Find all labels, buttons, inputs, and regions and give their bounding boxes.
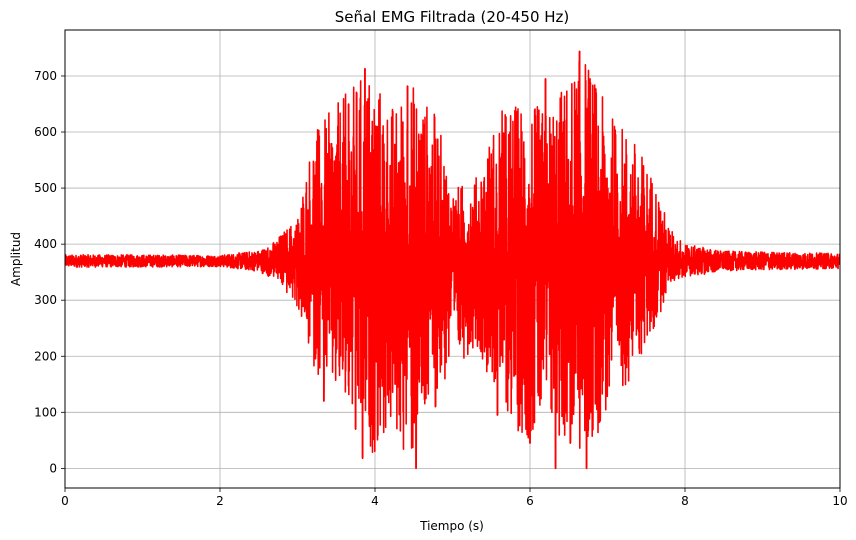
x-tick-label: 2: [216, 494, 224, 508]
plot-area: [65, 50, 840, 470]
x-axis-ticks: 0 2 4 6 8 10: [61, 488, 848, 508]
y-tick-label: 100: [34, 405, 57, 419]
y-tick-label: 700: [34, 69, 57, 83]
x-tick-label: 10: [832, 494, 847, 508]
x-tick-label: 4: [371, 494, 379, 508]
chart-title: Señal EMG Filtrada (20-450 Hz): [335, 8, 570, 26]
plot-frame: [64, 29, 841, 489]
y-tick-label: 0: [49, 461, 57, 475]
y-tick-label: 300: [34, 293, 57, 307]
y-axis-label: Amplitud: [9, 232, 23, 286]
y-tick-label: 600: [34, 125, 57, 139]
x-axis-label: Tiempo (s): [419, 519, 484, 533]
signal-series: [65, 50, 840, 470]
y-tick-label: 500: [34, 181, 57, 195]
y-tick-label: 400: [34, 237, 57, 251]
x-tick-label: 0: [61, 494, 69, 508]
y-axis-ticks: 0 100 200 300 400 500 600 700: [34, 69, 65, 475]
x-tick-label: 8: [681, 494, 689, 508]
y-tick-label: 200: [34, 349, 57, 363]
emg-signal-line: [65, 50, 840, 470]
x-tick-label: 6: [526, 494, 534, 508]
